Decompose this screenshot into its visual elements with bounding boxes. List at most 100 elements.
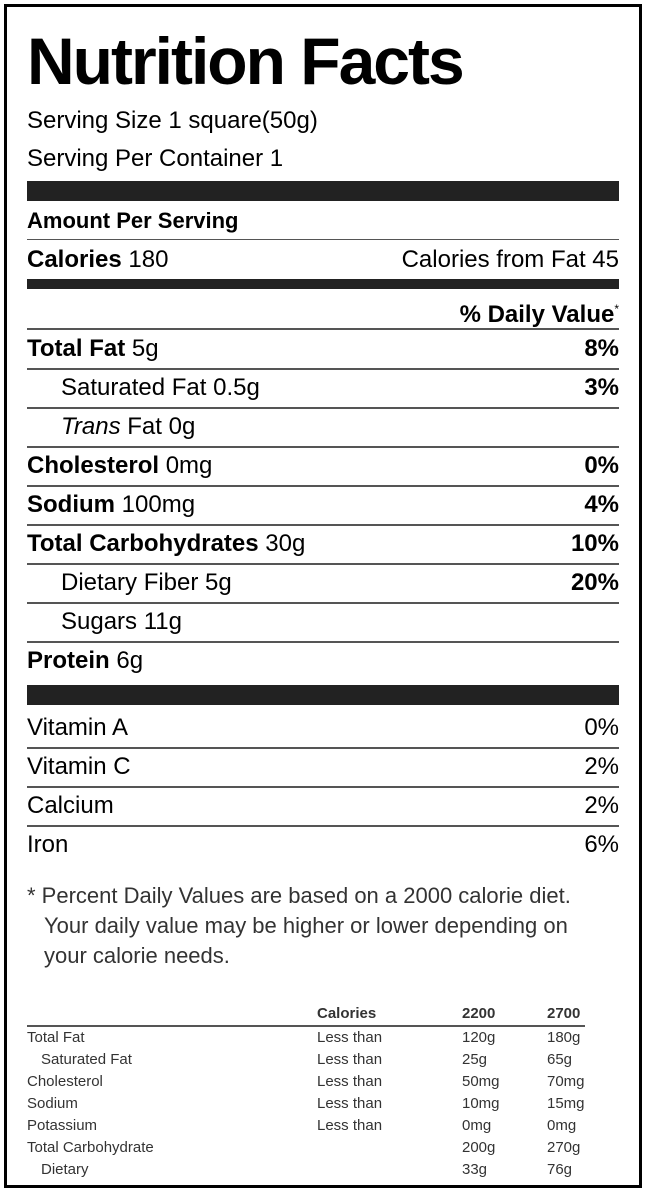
table-cell: Sodium [27,1095,78,1112]
table-cell: Potassium [27,1117,98,1134]
calories-label: Calories [27,246,122,273]
label-title: Nutrition Facts [27,24,465,98]
nutrient-row-protein: Protein 6g [27,642,619,680]
table-cell: 15mg [547,1095,585,1112]
table-cell: 10mg [462,1095,500,1112]
footnote-line: * Percent Daily Values are based on a 20… [27,883,571,908]
table-cell: Dietary [41,1161,89,1178]
footnote-line: Your daily value may be higher or lower … [44,913,568,938]
vitamin-name: Calcium [27,792,114,819]
table-header-cell: 2200 [462,1003,547,1027]
table-cell: 180g [547,1029,581,1046]
table-cell: Less than [317,1073,383,1090]
nutrient-name: Sodium [27,491,115,518]
nutrient-daily-value: 3% [584,374,619,401]
table-header-cell: 2700 [547,1003,585,1027]
table-cell: Less than [317,1029,383,1046]
vitamin-name: Vitamin A [27,714,128,741]
thick-divider [27,181,619,201]
vitamin-row-vitamin-a: Vitamin A 0% [27,709,619,749]
nutrient-daily-value: 8% [584,335,619,362]
table-cell: 120g [462,1029,496,1046]
table-cell: 0mg [462,1117,492,1134]
nutrient-daily-value: 20% [570,569,619,596]
nutrient-daily-value: 0% [584,452,619,479]
table-cell: 33g [462,1161,488,1178]
nutrient-amount: 11g [143,608,182,635]
table-row: Sodium Less than 10mg 15mg [27,1093,585,1115]
table-row: Dietary 33g 76g [27,1159,585,1181]
table-cell: 0mg [547,1117,577,1134]
thick-divider [27,685,619,705]
nutrient-name: Protein [27,647,110,674]
table-row: Potassium Less than 0mg 0mg [27,1115,585,1137]
nutrient-name: Saturated Fat [61,374,207,401]
table-cell [317,1159,462,1181]
daily-value-footnote: * Percent Daily Values are based on a 20… [27,881,619,971]
table-cell: Less than [317,1117,383,1134]
calories-value: 180 [128,246,169,273]
table-cell: 50mg [462,1073,500,1090]
vitamin-name: Vitamin C [27,753,131,780]
nutrient-name: Cholesterol [27,452,160,479]
nutrient-name: Sugars [61,608,138,635]
nutrient-amount: 0.5g [213,374,260,401]
table-cell: 65g [547,1051,573,1068]
nutrient-row-sugars: Sugars 11g [27,603,619,643]
nutrient-amount: 0g [168,413,196,440]
nutrient-name: Dietary Fiber [61,569,199,596]
vitamin-daily-value: 2% [584,753,619,780]
footnote-line: your calorie needs. [44,943,230,968]
amount-per-serving-row: Amount Per Serving [27,203,619,240]
table-cell: Less than [317,1051,383,1068]
nutrient-row-total-fat: Total Fat 5g 8% [27,330,619,370]
calories-from-fat: Calories from Fat 45 [401,246,619,273]
nutrient-amount: 6g [116,647,144,674]
daily-value-header: % Daily Value [459,301,615,328]
nutrient-amount: 30g [265,530,306,557]
servings-per-container: Serving Per Container 1 [27,145,284,172]
table-cell: Cholesterol [27,1073,103,1090]
table-row: Saturated Fat Less than 25g 65g [27,1049,585,1071]
nutrient-name: Total Fat [27,335,126,362]
nutrient-amount: 0mg [165,452,213,479]
reference-table-header: Calories 2200 2700 [27,1003,585,1027]
nutrition-label: Nutrition Facts Serving Size 1 square(50… [4,4,642,1188]
nutrient-name-suffix: Fat [127,413,162,440]
calories-row: Calories 180 Calories from Fat 45 [27,241,619,279]
reference-values-table: Calories 2200 2700 Total Fat Less than 1… [27,1003,585,1181]
table-row: Total Fat Less than 120g 180g [27,1026,585,1049]
table-row: Cholesterol Less than 50mg 70mg [27,1071,585,1093]
nutrient-name: Trans [61,413,121,440]
table-cell [317,1137,462,1159]
table-cell: 25g [462,1051,488,1068]
vitamin-daily-value: 6% [584,831,619,858]
table-cell: Saturated Fat [41,1051,132,1068]
table-header-cell [27,1003,317,1027]
nutrient-daily-value: 4% [584,491,619,518]
nutrient-amount: 5g [205,569,232,596]
daily-value-asterisk: * [614,302,619,316]
nutrient-amount: 5g [131,335,159,362]
nutrient-amount: 100mg [121,491,196,518]
vitamin-daily-value: 2% [584,792,619,819]
nutrient-row-cholesterol: Cholesterol 0mg 0% [27,447,619,487]
table-cell: 200g [462,1139,496,1156]
table-header-cell: Calories [317,1003,462,1027]
serving-size: Serving Size 1 square(50g) [27,107,318,134]
nutrient-row-total-carbohydrates: Total Carbohydrates 30g 10% [27,525,619,565]
amount-per-serving-label: Amount Per Serving [27,208,239,233]
table-row: Total Carbohydrate 200g 270g [27,1137,585,1159]
vitamin-row-iron: Iron 6% [27,826,619,864]
vitamin-daily-value: 0% [584,714,619,741]
table-cell: Less than [317,1095,383,1112]
nutrient-row-trans-fat: Trans Fat 0g [27,408,619,448]
nutrient-row-sodium: Sodium 100mg 4% [27,486,619,526]
medium-divider [27,279,619,289]
nutrient-daily-value: 10% [570,530,619,557]
table-cell: Total Fat [27,1029,85,1046]
table-cell: Total Carbohydrate [27,1139,154,1156]
table-cell: 70mg [547,1073,585,1090]
vitamin-name: Iron [27,831,69,858]
daily-value-header-row: % Daily Value* [27,290,619,330]
